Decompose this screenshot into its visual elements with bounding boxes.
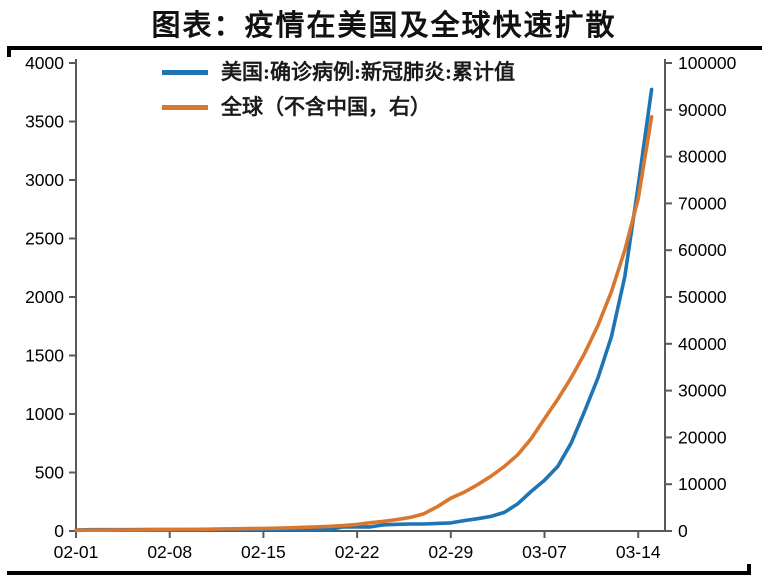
right-axis-tick-label: 100000 — [678, 53, 737, 73]
top-rule — [7, 46, 762, 57]
x-axis-tick-label: 03-14 — [616, 542, 661, 562]
legend-line-us-confirmed — [162, 70, 208, 75]
x-axis-tick-label: 02-29 — [428, 542, 473, 562]
right-axis-tick-label: 0 — [678, 521, 688, 541]
left-axis-tick-label: 3000 — [25, 170, 64, 190]
chart-title: 图表：疫情在美国及全球快速扩散 — [151, 10, 617, 42]
left-axis-tick-label: 3500 — [25, 112, 64, 132]
right-axis-tick-label: 30000 — [678, 381, 727, 401]
x-axis-tick-label: 02-01 — [54, 542, 99, 562]
left-axis-tick-label: 1000 — [25, 404, 64, 424]
left-axis-tick-label: 500 — [35, 463, 64, 483]
line-global-ex-china — [74, 115, 654, 533]
x-axis-tick-label: 02-08 — [147, 542, 192, 562]
legend-line-global-ex-china — [162, 105, 208, 110]
right-axis-tick-label: 80000 — [678, 147, 727, 167]
legend-item-global-ex-china: 全球（不含中国，右） — [162, 90, 515, 125]
left-axis-tick-label: 1500 — [25, 346, 64, 366]
x-axis-tick-label: 02-15 — [241, 542, 286, 562]
legend-label-us-confirmed: 美国:确诊病例:新冠肺炎:累计值 — [221, 60, 515, 84]
right-axis-tick-label: 10000 — [678, 474, 727, 494]
right-axis-tick-label: 70000 — [678, 193, 727, 213]
left-axis-tick-label: 2500 — [25, 229, 64, 249]
right-axis-tick-label: 20000 — [678, 427, 727, 447]
legend-item-us-confirmed: 美国:确诊病例:新冠肺炎:累计值 — [162, 55, 515, 90]
right-axis-tick-label: 90000 — [678, 100, 727, 120]
x-axis-tick-label: 03-07 — [522, 542, 567, 562]
x-axis-tick-label: 02-22 — [335, 542, 380, 562]
left-axis-tick-label: 4000 — [25, 53, 64, 73]
right-axis-tick-label: 50000 — [678, 287, 727, 307]
legend: 美国:确诊病例:新冠肺炎:累计值 全球（不含中国，右） — [162, 55, 515, 125]
line-us-confirmed — [74, 87, 654, 532]
right-axis-tick-label: 60000 — [678, 240, 727, 260]
legend-label-global-ex-china: 全球（不含中国，右） — [221, 95, 431, 119]
bottom-rule-right-tick — [747, 564, 751, 575]
bottom-rule — [7, 564, 751, 575]
right-axis-tick-label: 40000 — [678, 334, 727, 354]
left-axis-tick-label: 0 — [54, 521, 64, 541]
left-axis-tick-label: 2000 — [25, 287, 64, 307]
top-rule-left-tick — [7, 46, 11, 57]
